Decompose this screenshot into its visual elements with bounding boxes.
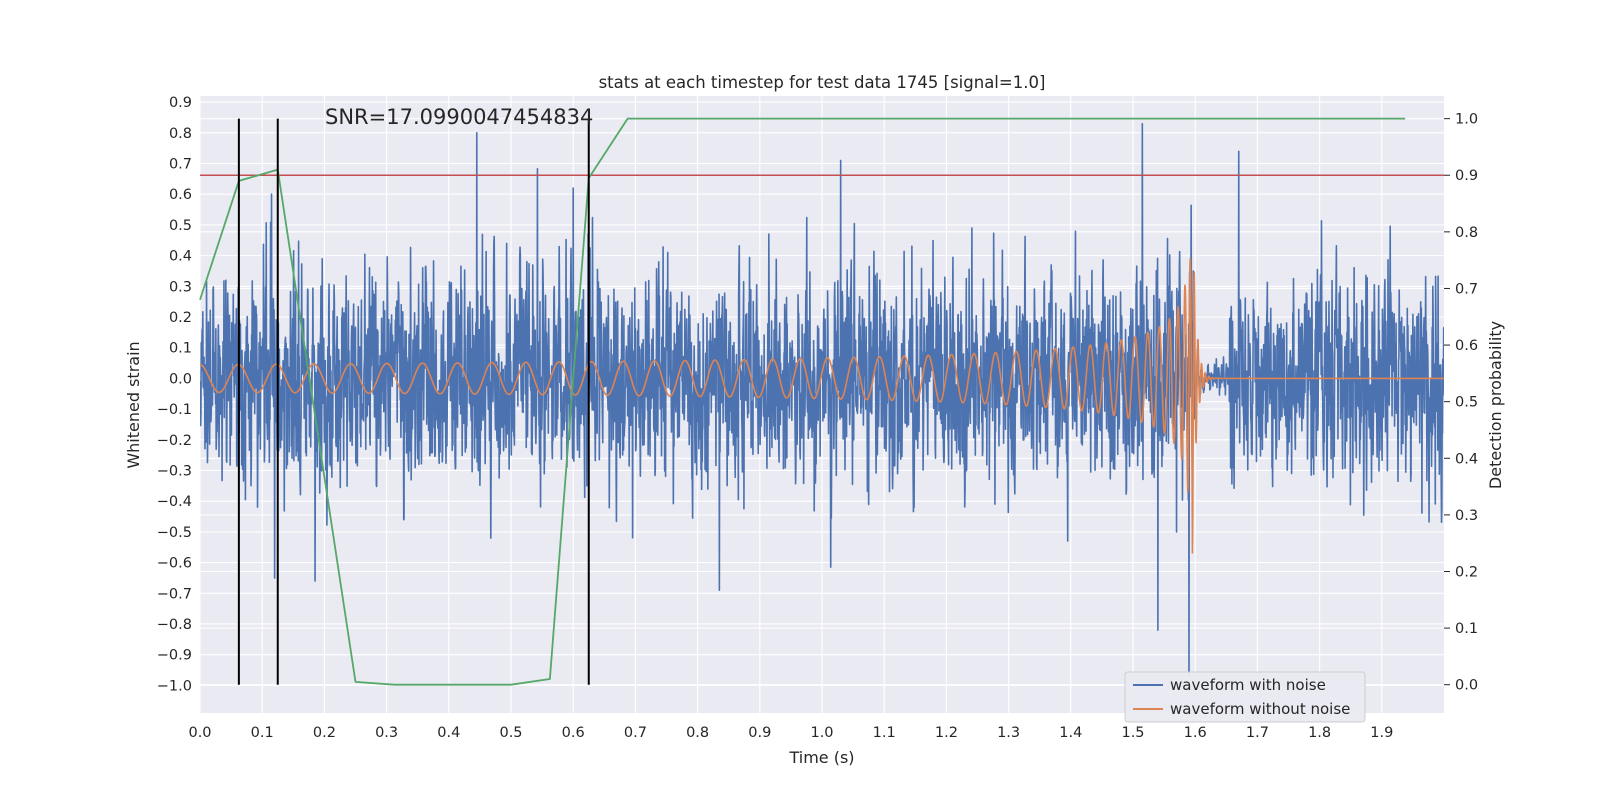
y-axis: 0.9 0.8 0.7 0.6 0.5 0.4 0.3 0.2 0.1 0.0 −0.1 −0.2 −0… bbox=[157, 95, 192, 694]
y-tick-label: −0.8 bbox=[157, 617, 192, 633]
y2-tick-label: 1.0 bbox=[1455, 112, 1478, 128]
y-tick-label: −0.2 bbox=[157, 433, 192, 449]
series-waveform-with-noise bbox=[200, 122, 1444, 677]
x-tick-label: 0.8 bbox=[686, 725, 709, 741]
y-tick-label: −0.4 bbox=[157, 494, 192, 510]
y-tick-label: −0.7 bbox=[157, 586, 192, 602]
x-axis: 0.0 0.1 0.2 0.3 0.4 0.5 0.6 0.7 0.8 0.9 1.0 1.1 1.2 1… bbox=[188, 725, 1393, 741]
x-tick-label: 1.7 bbox=[1246, 725, 1269, 741]
x-tick-label: 0.1 bbox=[251, 725, 274, 741]
x-tick-label: 0.4 bbox=[437, 725, 460, 741]
y2-tick-label: 0.7 bbox=[1455, 281, 1478, 297]
x-tick-label: 1.3 bbox=[997, 725, 1020, 741]
y-axis-label: Whitened strain bbox=[124, 341, 143, 468]
x-tick-label: 0.5 bbox=[499, 725, 522, 741]
y2-axis: 1.0 0.9 0.8 0.7 0.6 0.5 0.4 0.3 0.2 0.1 0.0 bbox=[1444, 112, 1478, 694]
y2-tick-label: 0.0 bbox=[1455, 678, 1478, 694]
overlay-layer bbox=[199, 117, 1444, 686]
x-tick-label: 1.0 bbox=[810, 725, 833, 741]
series-layer bbox=[200, 122, 1444, 677]
x-tick-label: 0.7 bbox=[624, 725, 647, 741]
y-tick-label: −0.6 bbox=[157, 556, 192, 572]
y2-axis-label: Detection probability bbox=[1486, 321, 1505, 489]
y2-tick-label: 0.8 bbox=[1455, 225, 1478, 241]
y-tick-label: −0.9 bbox=[157, 648, 192, 664]
legend-box bbox=[1124, 671, 1366, 723]
y-tick-label: −0.1 bbox=[157, 402, 192, 418]
x-tick-label: 1.1 bbox=[873, 725, 896, 741]
y2-tick-label: 0.3 bbox=[1455, 508, 1478, 524]
y-tick-label: 0.2 bbox=[169, 310, 192, 326]
y2-tick-label: 0.5 bbox=[1455, 395, 1478, 411]
x-tick-label: 1.2 bbox=[935, 725, 958, 741]
snr-annotation: SNR=17.0990047454834 bbox=[325, 105, 593, 129]
x-tick-label: 0.3 bbox=[375, 725, 398, 741]
x-tick-label: 0.9 bbox=[748, 725, 771, 741]
y-tick-label: 0.6 bbox=[169, 187, 192, 203]
y-tick-label: 0.4 bbox=[169, 249, 192, 265]
y-tick-label: 0.0 bbox=[169, 371, 192, 387]
x-tick-label: 1.8 bbox=[1308, 725, 1331, 741]
y-tick-label: −0.5 bbox=[157, 525, 192, 541]
y-tick-label: −1.0 bbox=[157, 678, 192, 694]
y-tick-label: 0.5 bbox=[169, 218, 192, 234]
y-tick-label: 0.9 bbox=[169, 95, 192, 111]
y-tick-label: 0.8 bbox=[169, 126, 192, 142]
y-tick-label: 0.7 bbox=[169, 157, 192, 173]
y2-tick-label: 0.6 bbox=[1455, 338, 1478, 354]
y2-tick-label: 0.9 bbox=[1455, 168, 1478, 184]
x-tick-label: 0.2 bbox=[313, 725, 336, 741]
legend: waveform with noise waveform without noi… bbox=[1124, 671, 1366, 723]
y2-tick-label: 0.4 bbox=[1455, 451, 1478, 467]
chart-title: stats at each timestep for test data 174… bbox=[599, 73, 1046, 92]
x-tick-label: 1.6 bbox=[1184, 725, 1207, 741]
x-tick-label: 1.9 bbox=[1370, 725, 1393, 741]
x-tick-label: 0.6 bbox=[562, 725, 585, 741]
y2-tick-label: 0.1 bbox=[1455, 621, 1478, 637]
series-detection-probability bbox=[199, 117, 1406, 686]
x-tick-label: 1.5 bbox=[1121, 725, 1144, 741]
legend-label-clean: waveform without noise bbox=[1170, 700, 1350, 718]
y-tick-label: 0.3 bbox=[169, 279, 192, 295]
x-tick-label: 0.0 bbox=[188, 725, 211, 741]
x-tick-label: 1.4 bbox=[1059, 725, 1082, 741]
y-tick-label: 0.1 bbox=[169, 341, 192, 357]
x-axis-label: Time (s) bbox=[788, 748, 854, 767]
series-waveform-without-noise bbox=[200, 257, 1444, 554]
y-tick-label: −0.3 bbox=[157, 463, 192, 479]
legend-label-noisy: waveform with noise bbox=[1170, 676, 1326, 694]
y2-tick-label: 0.2 bbox=[1455, 564, 1478, 580]
